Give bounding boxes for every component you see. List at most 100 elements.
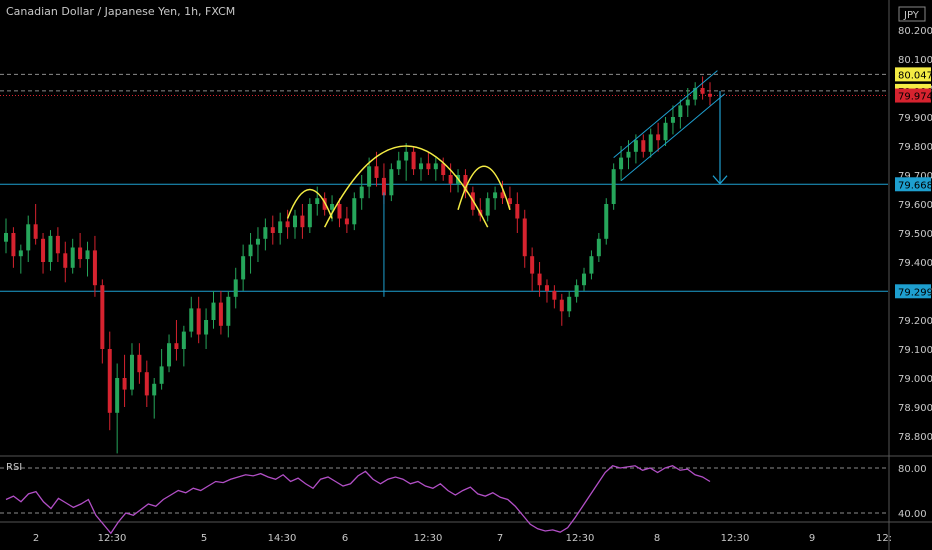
candle bbox=[18, 244, 23, 274]
target-arrow-head bbox=[712, 175, 728, 185]
candle bbox=[322, 192, 327, 216]
candle bbox=[100, 279, 105, 364]
price-tick-label: 78.900 bbox=[898, 403, 932, 414]
candle bbox=[708, 82, 712, 106]
candle bbox=[167, 334, 172, 373]
candle bbox=[263, 218, 268, 251]
candle bbox=[611, 163, 616, 210]
candle bbox=[26, 215, 31, 262]
candle bbox=[507, 186, 512, 210]
candle bbox=[218, 291, 223, 335]
svg-text:79.299: 79.299 bbox=[898, 287, 932, 298]
candle bbox=[70, 238, 75, 274]
candle bbox=[574, 279, 579, 303]
candle bbox=[567, 291, 572, 318]
svg-text:80.047: 80.047 bbox=[898, 70, 932, 81]
candle bbox=[515, 192, 520, 233]
candle bbox=[270, 215, 275, 245]
time-tick-label: 12:30 bbox=[98, 533, 127, 544]
candle bbox=[211, 291, 216, 329]
price-tick-label: 79.200 bbox=[898, 316, 932, 327]
candle bbox=[107, 331, 112, 431]
time-tick-label: 5 bbox=[201, 533, 207, 544]
candle bbox=[152, 378, 157, 419]
price-axis[interactable]: 80.20080.10080.00079.90079.80079.70079.6… bbox=[895, 6, 932, 520]
candle bbox=[92, 235, 97, 297]
candle bbox=[159, 349, 164, 390]
time-tick-label: 12:30 bbox=[566, 533, 595, 544]
time-tick-label: 7 bbox=[497, 533, 503, 544]
candle bbox=[55, 227, 60, 262]
price-tick-label: 79.500 bbox=[898, 229, 932, 240]
candle bbox=[552, 285, 557, 309]
candle bbox=[648, 128, 653, 158]
rsi-line bbox=[5, 465, 711, 535]
candle bbox=[307, 198, 312, 233]
candle bbox=[352, 192, 357, 231]
rsi-label: RSI bbox=[6, 462, 23, 473]
candle bbox=[181, 325, 186, 367]
candle bbox=[300, 204, 305, 239]
candle bbox=[522, 209, 527, 268]
candle bbox=[137, 343, 142, 384]
price-tick-label: 79.000 bbox=[898, 374, 932, 385]
chart-title: Canadian Dollar / Japanese Yen, 1h, FXCM bbox=[6, 5, 236, 18]
currency-label: JPY bbox=[903, 10, 920, 21]
candle bbox=[493, 186, 498, 210]
candle bbox=[233, 267, 238, 309]
candle bbox=[278, 212, 283, 245]
candles bbox=[4, 76, 712, 454]
price-tag: 79.974 bbox=[895, 88, 932, 103]
candle bbox=[530, 247, 535, 291]
candle bbox=[129, 343, 134, 396]
head-arc bbox=[323, 145, 489, 228]
svg-text:79.668: 79.668 bbox=[898, 180, 932, 191]
candle bbox=[670, 105, 675, 135]
time-tick-label: 9 bbox=[809, 533, 815, 544]
candle bbox=[255, 227, 260, 262]
candle bbox=[396, 151, 401, 175]
candle bbox=[641, 134, 646, 158]
candle bbox=[337, 198, 342, 228]
candle bbox=[241, 244, 246, 291]
candle bbox=[4, 218, 8, 254]
candle bbox=[248, 233, 253, 274]
candle bbox=[367, 157, 372, 199]
rsi-tick-label: 80.00 bbox=[898, 464, 927, 475]
candle bbox=[204, 308, 209, 349]
candle bbox=[63, 241, 68, 283]
time-tick-label: 12:30 bbox=[414, 533, 443, 544]
candle bbox=[433, 157, 438, 181]
candle bbox=[11, 227, 16, 268]
candle bbox=[411, 146, 416, 175]
time-axis[interactable]: 2 12:30 5 14:30 6 12:30 7 12:30 8 12:30 9 12: bbox=[33, 533, 892, 544]
channel-lower-line bbox=[620, 93, 726, 182]
time-tick-label: 6 bbox=[342, 533, 348, 544]
price-tag: 80.047 bbox=[895, 67, 932, 82]
price-tag: 79.668 bbox=[895, 177, 932, 192]
candle bbox=[78, 233, 83, 268]
price-tick-label: 79.800 bbox=[898, 142, 932, 153]
time-tick-label: 12:30 bbox=[721, 533, 750, 544]
candle bbox=[693, 82, 698, 106]
candle bbox=[344, 206, 349, 233]
candle bbox=[544, 279, 549, 303]
candle bbox=[122, 354, 127, 407]
price-tick-label: 80.100 bbox=[898, 55, 932, 66]
candle bbox=[226, 291, 231, 338]
candle bbox=[663, 117, 668, 146]
candle bbox=[596, 233, 601, 262]
candle bbox=[85, 241, 90, 277]
candle bbox=[448, 163, 453, 193]
right-shoulder-arc bbox=[457, 165, 511, 211]
price-tag: 79.299 bbox=[895, 284, 932, 299]
candle bbox=[685, 88, 690, 117]
svg-text:79.974: 79.974 bbox=[898, 92, 932, 103]
candle bbox=[48, 230, 53, 271]
time-tick-label: 14:30 bbox=[268, 533, 297, 544]
time-tick-label: 8 bbox=[654, 533, 660, 544]
price-tick-label: 79.600 bbox=[898, 200, 932, 211]
rsi-tick-label: 40.00 bbox=[898, 509, 927, 520]
candle bbox=[115, 363, 120, 454]
